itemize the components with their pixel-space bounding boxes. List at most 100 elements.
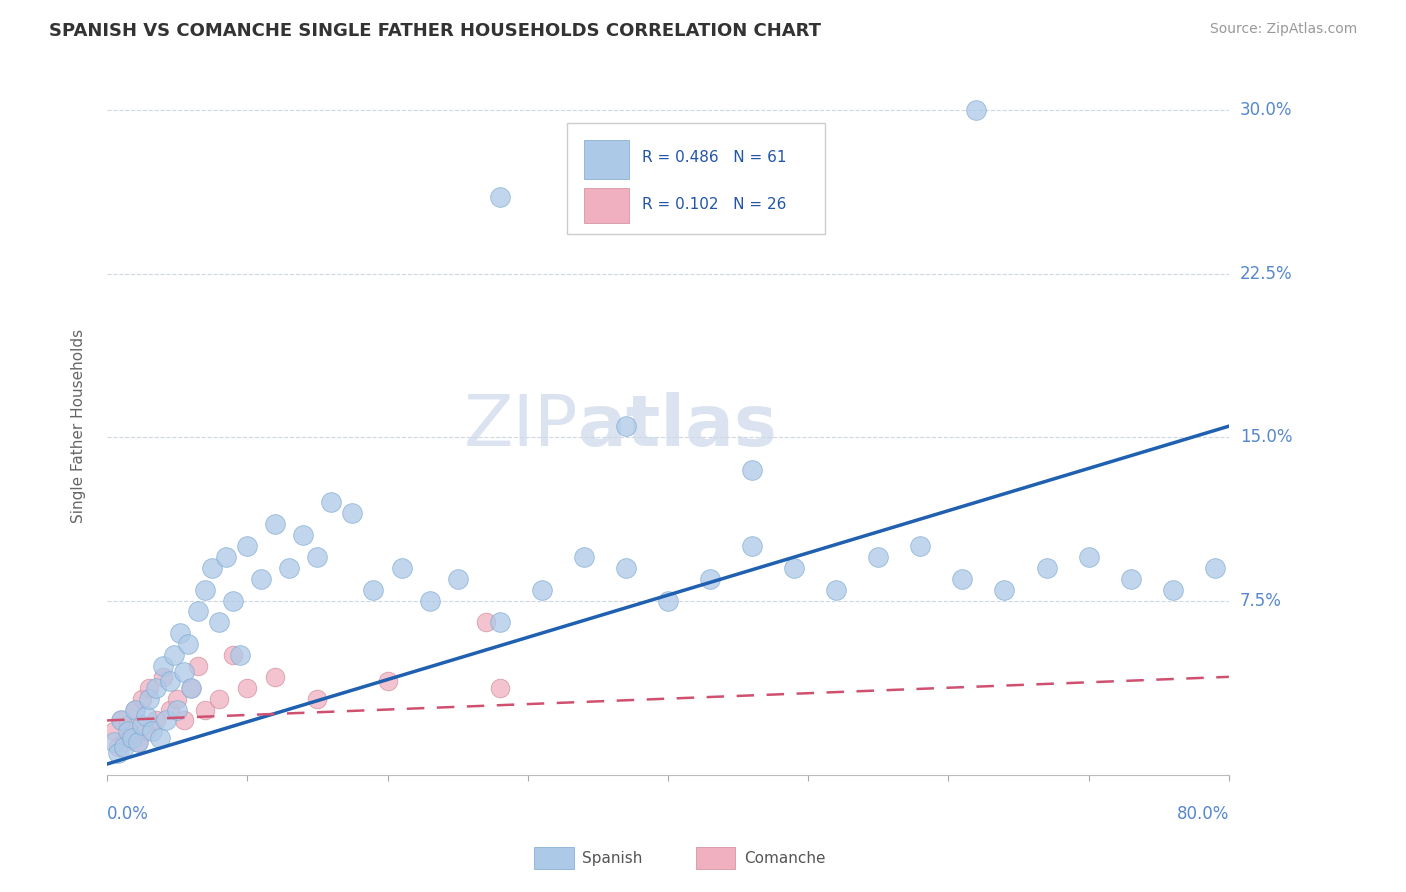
Point: [187, 659, 209, 673]
Point: [103, 724, 125, 739]
Point: [173, 665, 195, 680]
Point: [391, 561, 413, 575]
Point: [138, 681, 160, 695]
Point: [363, 582, 385, 597]
Point: [194, 702, 217, 716]
Point: [993, 582, 1015, 597]
Text: 80.0%: 80.0%: [1177, 805, 1229, 823]
Point: [103, 735, 125, 749]
Point: [264, 517, 287, 532]
Point: [446, 572, 468, 586]
Point: [783, 561, 806, 575]
Point: [614, 561, 637, 575]
Point: [1077, 549, 1099, 564]
Point: [292, 528, 315, 542]
Point: [155, 714, 177, 728]
Point: [488, 190, 510, 204]
Text: R = 0.102   N = 26: R = 0.102 N = 26: [643, 197, 786, 212]
Text: R = 0.486   N = 61: R = 0.486 N = 61: [643, 150, 787, 165]
Point: [169, 626, 191, 640]
Point: [131, 718, 153, 732]
Point: [152, 670, 174, 684]
Text: atlas: atlas: [578, 392, 778, 460]
Point: [222, 648, 245, 662]
Point: [699, 572, 721, 586]
Point: [177, 637, 200, 651]
Point: [965, 103, 987, 117]
Point: [159, 674, 181, 689]
Point: [112, 735, 135, 749]
Text: 0.0%: 0.0%: [107, 805, 149, 823]
Text: 15.0%: 15.0%: [1240, 428, 1292, 446]
Point: [110, 714, 132, 728]
Point: [741, 463, 763, 477]
Text: SPANISH VS COMANCHE SINGLE FATHER HOUSEHOLDS CORRELATION CHART: SPANISH VS COMANCHE SINGLE FATHER HOUSEH…: [49, 22, 821, 40]
Point: [112, 739, 135, 754]
Point: [141, 724, 163, 739]
Point: [419, 593, 441, 607]
Point: [117, 718, 139, 732]
Point: [1035, 561, 1057, 575]
Point: [124, 702, 146, 716]
Point: [307, 549, 329, 564]
Point: [236, 539, 259, 553]
Point: [1119, 572, 1142, 586]
Point: [342, 507, 364, 521]
Point: [825, 582, 848, 597]
Point: [194, 582, 217, 597]
FancyBboxPatch shape: [583, 187, 628, 222]
Text: Comanche: Comanche: [744, 851, 825, 865]
Point: [159, 702, 181, 716]
Point: [222, 593, 245, 607]
Point: [278, 561, 301, 575]
Point: [952, 572, 974, 586]
Point: [377, 674, 399, 689]
Point: [127, 735, 149, 749]
Point: [910, 539, 932, 553]
Point: [530, 582, 553, 597]
Point: [1161, 582, 1184, 597]
Text: 30.0%: 30.0%: [1240, 101, 1292, 120]
Point: [868, 549, 890, 564]
Point: [173, 714, 195, 728]
FancyBboxPatch shape: [583, 140, 628, 178]
Point: [180, 681, 202, 695]
Point: [166, 691, 188, 706]
Point: [149, 731, 172, 745]
Point: [488, 615, 510, 630]
FancyBboxPatch shape: [567, 123, 825, 235]
Point: [117, 724, 139, 739]
Y-axis label: Single Father Households: Single Father Households: [72, 329, 86, 524]
Text: ZIP: ZIP: [464, 392, 578, 460]
Text: 22.5%: 22.5%: [1240, 265, 1292, 283]
Point: [121, 731, 143, 745]
Point: [321, 495, 343, 509]
Point: [474, 615, 496, 630]
Point: [107, 746, 129, 760]
Point: [135, 724, 157, 739]
Point: [741, 539, 763, 553]
Point: [307, 691, 329, 706]
Point: [166, 702, 188, 716]
Point: [657, 593, 679, 607]
Point: [110, 714, 132, 728]
Point: [138, 691, 160, 706]
Point: [121, 731, 143, 745]
Text: 7.5%: 7.5%: [1240, 591, 1282, 609]
Point: [236, 681, 259, 695]
Point: [135, 709, 157, 723]
Point: [152, 659, 174, 673]
Point: [145, 714, 167, 728]
Point: [124, 702, 146, 716]
Point: [264, 670, 287, 684]
Point: [180, 681, 202, 695]
Point: [145, 681, 167, 695]
Point: [208, 691, 231, 706]
Point: [229, 648, 252, 662]
Point: [208, 615, 231, 630]
Point: [488, 681, 510, 695]
Point: [187, 604, 209, 618]
Text: Spanish: Spanish: [582, 851, 643, 865]
Point: [215, 549, 238, 564]
Point: [201, 561, 224, 575]
